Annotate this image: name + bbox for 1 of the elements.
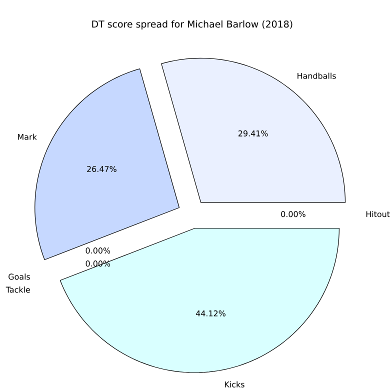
- chart-title: DT score spread for Michael Barlow (2018): [92, 20, 292, 30]
